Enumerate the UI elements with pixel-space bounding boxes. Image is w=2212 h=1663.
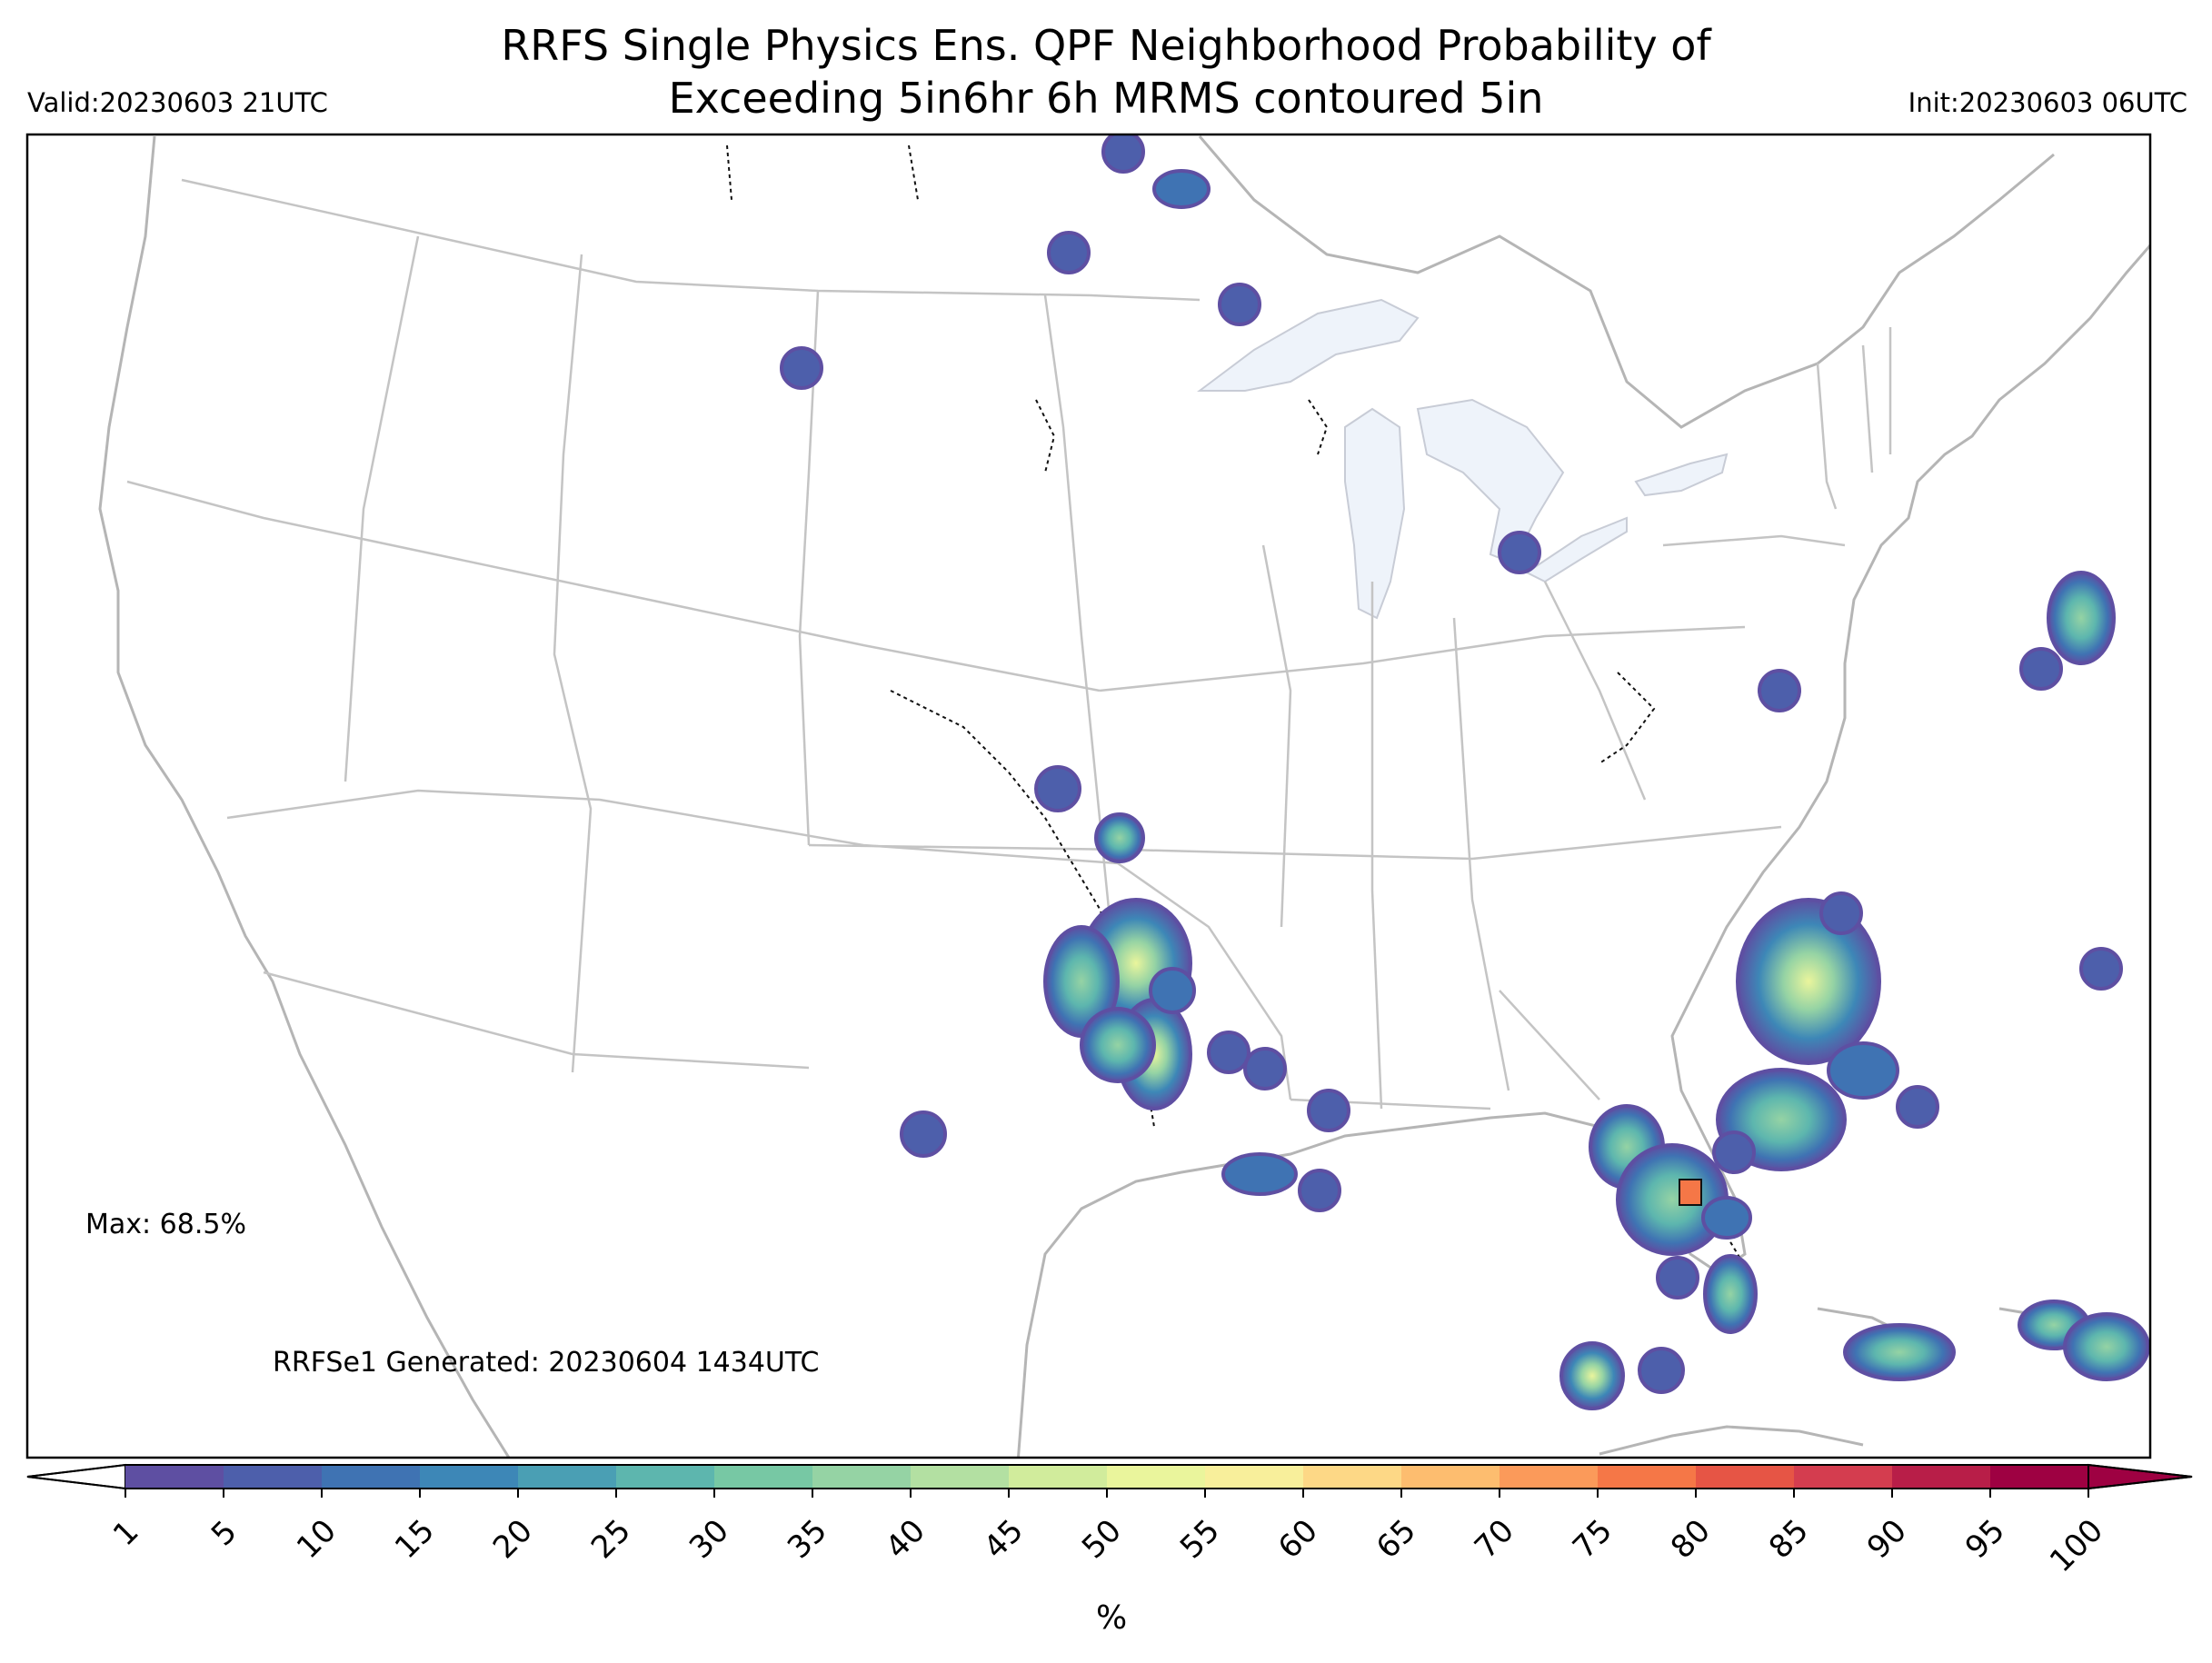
colorbar-segment: [1500, 1465, 1599, 1489]
prob-blob: [1843, 1323, 1956, 1381]
chart-title-line2: Exceeding 5in6hr 6h MRMS contoured 5in: [668, 74, 1544, 123]
prob-blob: [1243, 1047, 1287, 1090]
prob-blob: [1701, 1196, 1752, 1240]
colorbar-segment: [1107, 1465, 1206, 1489]
colorbar-under-extension: [26, 1463, 126, 1490]
map-area: [27, 134, 2150, 1458]
colorbar-segment: [812, 1465, 912, 1489]
colorbar-segment: [1892, 1465, 1991, 1489]
colorbar-segment: [1990, 1465, 2089, 1489]
colorbar-segment: [1401, 1465, 1500, 1489]
max-probability-label: Max: 68.5%: [85, 1209, 246, 1240]
colorbar-segment: [1009, 1465, 1108, 1489]
generated-timestamp: RRFSe1 Generated: 20230604 1434UTC: [273, 1347, 820, 1379]
prob-blob: [2063, 1312, 2150, 1381]
prob-blob: [1080, 1007, 1156, 1083]
colorbar-unit-label: %: [1096, 1599, 1128, 1637]
valid-time-label: Valid:20230603 21UTC: [27, 87, 328, 118]
great-lakes: [1197, 298, 1729, 620]
prob-blob: [1703, 1254, 1758, 1334]
colorbar-segment: [616, 1465, 715, 1489]
colorbar-segment: [518, 1465, 617, 1489]
prob-blob: [1498, 531, 1541, 574]
colorbar-segment: [125, 1465, 224, 1489]
prob-blob: [1152, 169, 1211, 209]
prob-blob: [2019, 647, 2063, 691]
colorbar-segment: [1598, 1465, 1697, 1489]
prob-blob: [1559, 1341, 1625, 1410]
prob-blob: [1149, 967, 1196, 1014]
prob-blob: [1896, 1085, 1939, 1129]
probability-blobs: [780, 134, 2150, 1410]
prob-blob: [1298, 1169, 1341, 1212]
prob-blob: [2047, 571, 2116, 665]
prob-blob: [1094, 812, 1145, 863]
max-prob-marker: [1679, 1179, 1702, 1206]
colorbar-segment: [1794, 1465, 1893, 1489]
prob-blob: [1207, 1031, 1250, 1074]
map-frame: [25, 133, 2152, 1459]
colorbar-segment: [1696, 1465, 1795, 1489]
prob-blob: [1616, 1143, 1729, 1256]
lake-ontario: [1634, 453, 1729, 497]
colorbar-segment: [1205, 1465, 1304, 1489]
prob-blob: [1758, 669, 1801, 712]
prob-blob: [1656, 1256, 1699, 1300]
colorbar-segment: [714, 1465, 813, 1489]
colorbar-over-extension: [2087, 1463, 2193, 1490]
prob-blob: [1307, 1089, 1350, 1132]
prob-blob: [900, 1110, 947, 1158]
prob-blob: [1712, 1130, 1756, 1174]
lake-superior: [1197, 298, 1420, 392]
colorbar: [26, 1463, 2193, 1498]
prob-blob: [1819, 891, 1863, 935]
lake-michigan: [1344, 407, 1406, 620]
prob-blob: [2079, 947, 2123, 991]
prob-blob: [1736, 898, 1881, 1065]
prob-blob: [1034, 765, 1081, 812]
prob-blob: [1101, 134, 1145, 174]
colorbar-segment: [911, 1465, 1010, 1489]
prob-blob: [780, 346, 823, 390]
prob-blob: [1827, 1041, 1899, 1100]
prob-blob: [1047, 231, 1091, 274]
colorbar-segment: [1303, 1465, 1402, 1489]
chart-title-line1: RRFS Single Physics Ens. QPF Neighborhoo…: [501, 21, 1711, 70]
prob-blob: [1221, 1152, 1298, 1196]
colorbar-segment: [224, 1465, 323, 1489]
init-time-label: Init:20230603 06UTC: [1908, 87, 2187, 118]
colorbar-segment: [420, 1465, 519, 1489]
prob-blob: [1638, 1347, 1685, 1394]
colorbar-segment: [322, 1465, 421, 1489]
prob-blob: [1218, 283, 1261, 326]
